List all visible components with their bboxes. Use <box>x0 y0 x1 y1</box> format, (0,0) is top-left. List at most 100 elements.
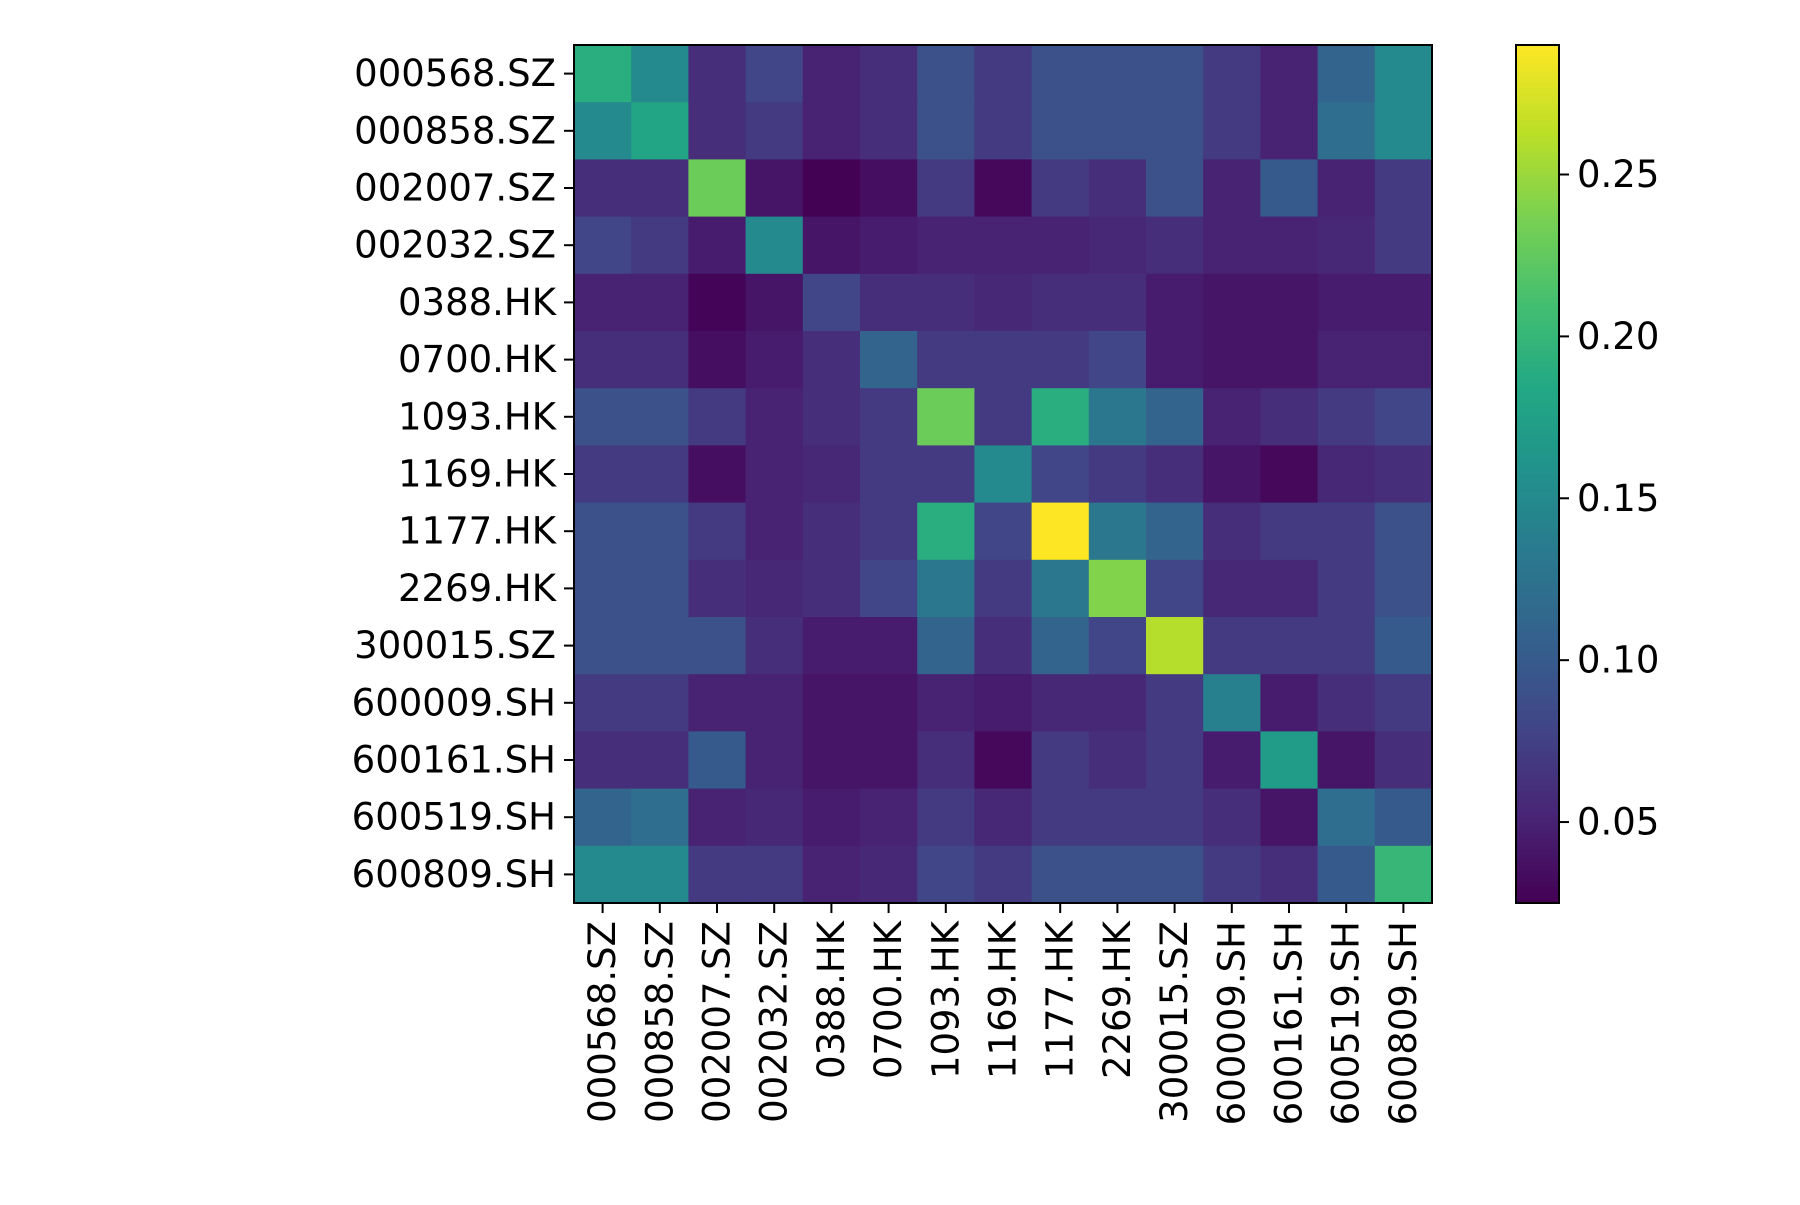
heatmap-cell <box>917 674 975 732</box>
colorbar-segment <box>1516 415 1559 421</box>
colorbar-segment <box>1516 650 1559 657</box>
colorbar-segment <box>1516 522 1559 529</box>
heatmap-cell <box>974 502 1033 561</box>
y-tick-label: 002032.SZ <box>354 224 556 267</box>
heatmap-cell <box>631 731 689 790</box>
colorbar-segment <box>1516 243 1559 250</box>
heatmap-cell <box>974 273 1033 332</box>
heatmap-cell <box>1260 559 1319 618</box>
heatmap-cell <box>1203 502 1261 561</box>
heatmap-cell <box>574 45 632 103</box>
colorbar-segment <box>1516 157 1559 164</box>
y-tick-label: 600519.SH <box>352 796 556 839</box>
heatmap-cell <box>688 102 747 160</box>
colorbar-segment <box>1516 822 1559 829</box>
heatmap-cell <box>917 159 975 218</box>
heatmap-cell <box>688 445 747 504</box>
heatmap-cell <box>802 731 861 790</box>
colorbar-segment <box>1516 795 1559 802</box>
y-tick-label: 0700.HK <box>398 338 558 381</box>
colorbar-segment <box>1516 634 1559 641</box>
colorbar-segment <box>1516 323 1559 330</box>
colorbar-segment <box>1516 404 1559 411</box>
colorbar-segment <box>1516 297 1559 303</box>
heatmap-cell <box>688 216 747 275</box>
colorbar-segment <box>1516 313 1559 320</box>
colorbar-segment <box>1516 173 1559 180</box>
colorbar-segment <box>1516 618 1559 625</box>
colorbar-segment <box>1516 98 1559 105</box>
heatmap-cell <box>1031 617 1090 675</box>
heatmap-cell <box>1374 445 1433 504</box>
colorbar-segment <box>1516 827 1559 834</box>
colorbar-tick-label: 0.10 <box>1577 639 1659 682</box>
heatmap-cell <box>1088 845 1147 904</box>
heatmap-cell <box>745 502 804 561</box>
x-tick-label: 002007.SZ <box>696 921 739 1123</box>
colorbar-segment <box>1516 211 1559 218</box>
heatmap-cell <box>1146 216 1204 275</box>
colorbar-segment <box>1516 479 1559 486</box>
y-axis: 000568.SZ 000858.SZ 002007.SZ 002032.SZ 0388… <box>352 52 574 896</box>
heatmap-cell <box>688 617 747 675</box>
colorbar-segment <box>1516 516 1559 523</box>
colorbar-segment <box>1516 747 1559 754</box>
heatmap-cell <box>974 845 1033 904</box>
colorbar-segment <box>1516 490 1559 497</box>
colorbar-segment <box>1516 726 1559 732</box>
heatmap-cell <box>688 731 747 790</box>
heatmap-cell <box>917 388 975 446</box>
heatmap-cell <box>1374 674 1433 732</box>
heatmap-cell <box>574 788 632 847</box>
heatmap-cell <box>1088 559 1147 618</box>
heatmap-cell <box>1146 273 1204 332</box>
colorbar-segment <box>1516 731 1559 738</box>
x-tick-label: 002032.SZ <box>753 921 796 1123</box>
y-tick-label: 0388.HK <box>398 281 558 324</box>
heatmap-cell <box>745 102 804 160</box>
colorbar-segment <box>1516 586 1559 593</box>
colorbar-segment <box>1516 345 1559 352</box>
heatmap-cell <box>1146 159 1204 218</box>
heatmap-cell <box>917 102 975 160</box>
heatmap-cell <box>1203 388 1261 446</box>
heatmap-cell <box>1146 331 1204 389</box>
heatmap-cell <box>631 674 689 732</box>
heatmap-cell <box>688 559 747 618</box>
heatmap-cell <box>745 331 804 389</box>
colorbar-segment <box>1516 704 1559 711</box>
y-tick-label: 1093.HK <box>398 395 558 438</box>
heatmap-cell <box>1374 102 1433 160</box>
colorbar-segment <box>1516 597 1559 604</box>
colorbar-segment <box>1516 195 1559 202</box>
heatmap-cell <box>1203 273 1261 332</box>
x-tick-label: 300015.SZ <box>1153 921 1196 1123</box>
x-tick-label: 600809.SH <box>1382 921 1425 1125</box>
heatmap-cell <box>802 388 861 446</box>
heatmap-cell <box>860 502 918 561</box>
colorbar-segment <box>1516 221 1559 228</box>
heatmap-cell <box>1317 102 1376 160</box>
x-tick-label: 0700.HK <box>867 919 910 1079</box>
colorbar-segment <box>1516 238 1559 245</box>
heatmap-cell <box>688 502 747 561</box>
colorbar-segment <box>1516 189 1559 196</box>
heatmap-cell <box>1088 388 1147 446</box>
colorbar-segment <box>1516 602 1559 609</box>
colorbar-segment <box>1516 168 1559 175</box>
colorbar-segment <box>1516 425 1559 432</box>
heatmap-cell <box>1374 559 1433 618</box>
heatmap-cell <box>802 45 861 103</box>
colorbar-segment <box>1516 61 1559 68</box>
colorbar-segment <box>1516 259 1559 266</box>
heatmap-cell <box>860 674 918 732</box>
colorbar-segment <box>1516 184 1559 191</box>
colorbar-segment <box>1516 591 1559 598</box>
heatmap-cell <box>1146 845 1204 904</box>
heatmap-cell <box>745 216 804 275</box>
heatmap-cell <box>1031 388 1090 446</box>
x-tick-label: 000858.SZ <box>638 921 681 1123</box>
colorbar-segment <box>1516 125 1559 132</box>
y-tick-label: 000568.SZ <box>354 52 556 95</box>
colorbar-segment <box>1516 179 1559 186</box>
